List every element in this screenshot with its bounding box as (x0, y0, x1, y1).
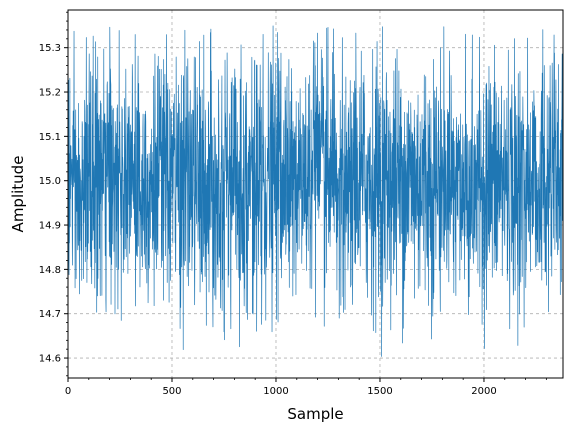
x-tick-label: 2000 (471, 386, 496, 397)
x-tick-label: 1000 (263, 386, 288, 397)
y-tick-label: 15.3 (39, 43, 61, 54)
y-tick-label: 14.6 (39, 354, 61, 365)
x-tick-label: 500 (162, 386, 181, 397)
y-tick-label: 14.9 (39, 221, 61, 232)
axes-frame (67, 9, 564, 379)
x-tick-label: 0 (65, 386, 71, 397)
plot-area (67, 25, 564, 357)
series-line (67, 25, 564, 357)
y-tick-label: 15.0 (39, 176, 61, 187)
y-axis-label: Amplitude (9, 156, 27, 233)
x-tick-label: 1500 (367, 386, 392, 397)
x-axis-label: Sample (287, 405, 343, 423)
y-tick-label: 14.7 (39, 309, 61, 320)
y-tick-label: 14.8 (39, 265, 61, 276)
y-tick-label: 15.2 (39, 88, 61, 99)
y-tick-label: 15.1 (39, 132, 61, 143)
ticks: 0 500 1000 1500 2000 14.6 14.7 14.8 14.9 15.0 15.1… (39, 11, 547, 397)
